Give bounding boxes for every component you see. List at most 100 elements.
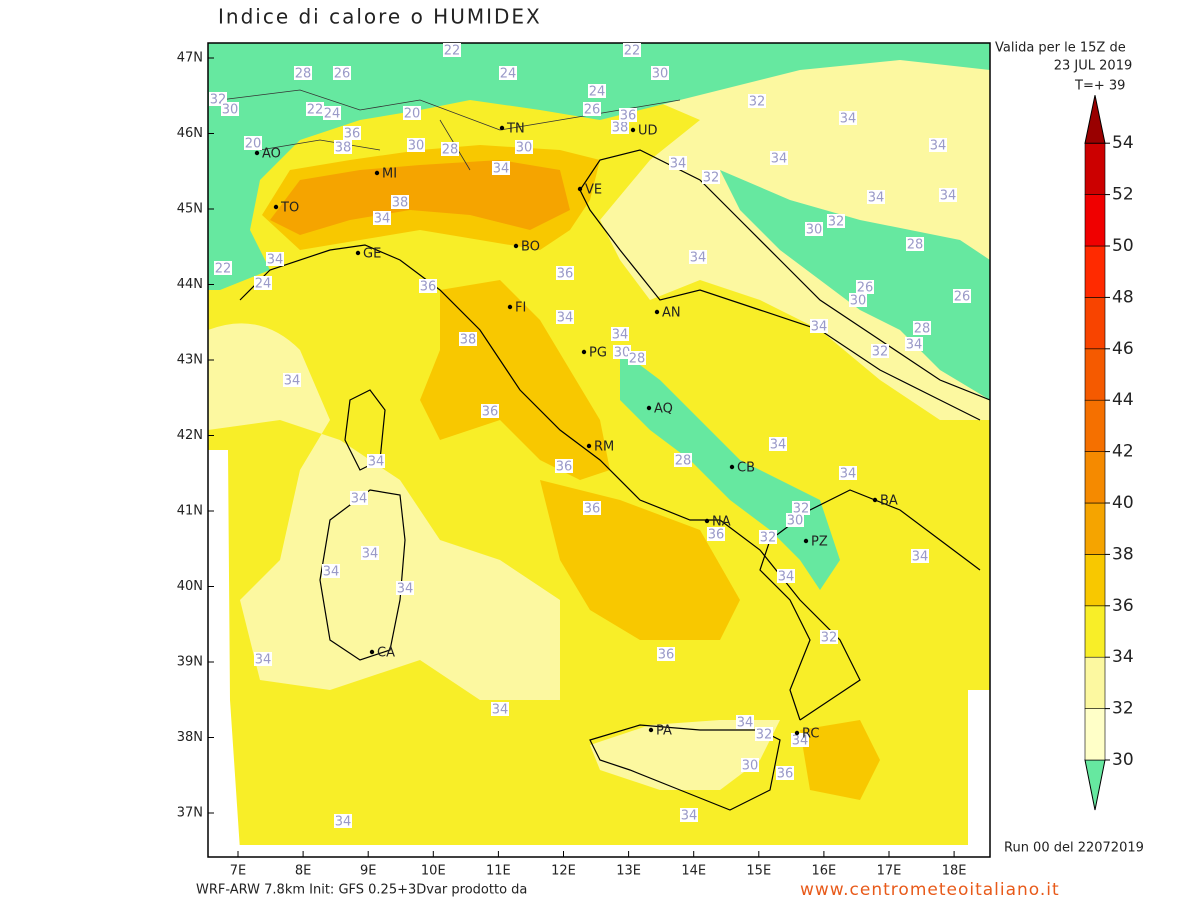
lat-label: 43N: [177, 353, 203, 368]
lon-label: 11E: [486, 864, 511, 879]
contour-label-bg: [820, 630, 838, 644]
contour-label: 22: [307, 103, 324, 118]
contour-label: 28: [907, 238, 924, 253]
contour-label: 30: [516, 141, 533, 156]
contour-label: 26: [584, 103, 601, 118]
contour-label-bg: [419, 279, 437, 293]
contour-label: 34: [397, 582, 414, 597]
contour-label: 32: [821, 631, 838, 646]
contour-label-bg: [769, 437, 787, 451]
colorbar-band: [1084, 605, 1106, 658]
run-text: Run 00 del 22072019: [1004, 841, 1144, 856]
lat-label: 45N: [177, 202, 203, 217]
contour-label-bg: [350, 491, 368, 505]
contour-label: 34: [906, 338, 923, 353]
city-dot: [374, 170, 380, 176]
city-dot: [355, 250, 361, 256]
contour-label-bg: [810, 319, 828, 333]
lon-label: 18E: [942, 864, 967, 879]
contour-label-bg: [343, 126, 361, 140]
contour-label: 22: [215, 262, 232, 277]
contour-label: 32: [756, 728, 773, 743]
contour-label-bg: [254, 276, 272, 290]
contour-label-bg: [396, 581, 414, 595]
contour-label: 28: [442, 143, 459, 158]
contour-label: 34: [912, 550, 929, 565]
lon-label: 15E: [746, 864, 771, 879]
contour-label-bg: [588, 84, 606, 98]
city-dot: [577, 186, 583, 192]
city-dot: [507, 304, 513, 310]
contour-label-bg: [407, 138, 425, 152]
contour-label-bg: [827, 214, 845, 228]
contour-label-bg: [929, 138, 947, 152]
contour-label: 36: [482, 405, 499, 420]
contour-label-bg: [905, 337, 923, 351]
contour-label: 36: [658, 648, 675, 663]
contour-label: 34: [670, 157, 687, 172]
contour-label: 20: [404, 107, 421, 122]
contour-label-bg: [221, 102, 239, 116]
contour-label-bg: [792, 501, 810, 515]
contour-label: 34: [811, 320, 828, 335]
colorbar-label: 50: [1112, 236, 1134, 256]
contour-label-bg: [674, 453, 692, 467]
contour-label-bg: [214, 261, 232, 275]
contour-label: 38: [335, 141, 352, 156]
city-dot: [794, 730, 800, 736]
green-area: [208, 43, 990, 290]
contour-label-bg: [651, 66, 669, 80]
colorbar-band: [1084, 194, 1106, 247]
lat-label: 44N: [177, 277, 203, 292]
contour-label: 30: [850, 294, 867, 309]
lat-label: 39N: [177, 655, 203, 670]
contour-label: 34: [362, 547, 379, 562]
lat-label: 38N: [177, 730, 203, 745]
city-dot: [729, 464, 735, 470]
city-label: FI: [515, 301, 526, 316]
contour-label: 24: [324, 107, 341, 122]
contour-label-bg: [266, 252, 284, 266]
contour-label: 28: [914, 322, 931, 337]
contour-label: 34: [737, 716, 754, 731]
city-label: TN: [506, 122, 525, 137]
city-label: BO: [521, 240, 540, 255]
contour-label-bg: [611, 120, 629, 134]
contour-label: 24: [589, 85, 606, 100]
lead-time: T=+ 39: [1074, 79, 1125, 94]
contour-label: 24: [500, 67, 517, 82]
city-label: BA: [880, 494, 898, 509]
city-label: PG: [589, 346, 607, 361]
contour-label: 34: [690, 251, 707, 266]
orange-area: [420, 280, 610, 480]
contour-label-bg: [791, 733, 809, 747]
light-area: [208, 323, 560, 700]
city-label: AN: [662, 306, 681, 321]
city-label: CA: [377, 646, 395, 661]
contour-label: 34: [612, 328, 629, 343]
colorbar-band: [1084, 245, 1106, 298]
map-fill: [208, 43, 990, 857]
contour-label-bg: [867, 190, 885, 204]
contour-label-bg: [702, 170, 720, 184]
colorbar-band: [1084, 708, 1106, 761]
contour-label-bg: [839, 466, 857, 480]
colorbar-label: 34: [1112, 647, 1134, 667]
contour-label-bg: [736, 715, 754, 729]
colorbar-band: [1084, 451, 1106, 504]
lat-label: 47N: [177, 51, 203, 66]
city-label: AO: [262, 147, 281, 162]
contour-label: 22: [444, 44, 461, 59]
city-dot: [369, 649, 375, 655]
lon-label: 16E: [812, 864, 837, 879]
contour-label: 32: [749, 95, 766, 110]
contour-label: 36: [620, 109, 637, 124]
contour-label: 26: [954, 290, 971, 305]
city-dot: [586, 443, 592, 449]
contour-label-bg: [623, 43, 641, 57]
contour-label: 36: [420, 280, 437, 295]
colorbar-label: 46: [1112, 339, 1134, 359]
contour-label: 28: [675, 454, 692, 469]
contour-label: 34: [267, 253, 284, 268]
